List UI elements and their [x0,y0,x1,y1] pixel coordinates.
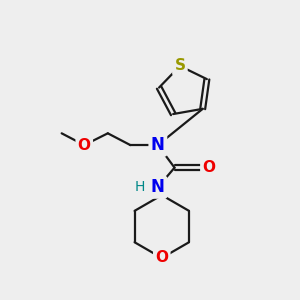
Text: S: S [174,58,185,74]
Text: O: O [202,160,215,175]
Text: N: N [151,136,165,154]
Text: O: O [155,250,168,266]
Text: O: O [78,138,91,153]
Text: H: H [135,180,146,194]
Text: N: N [151,178,165,196]
